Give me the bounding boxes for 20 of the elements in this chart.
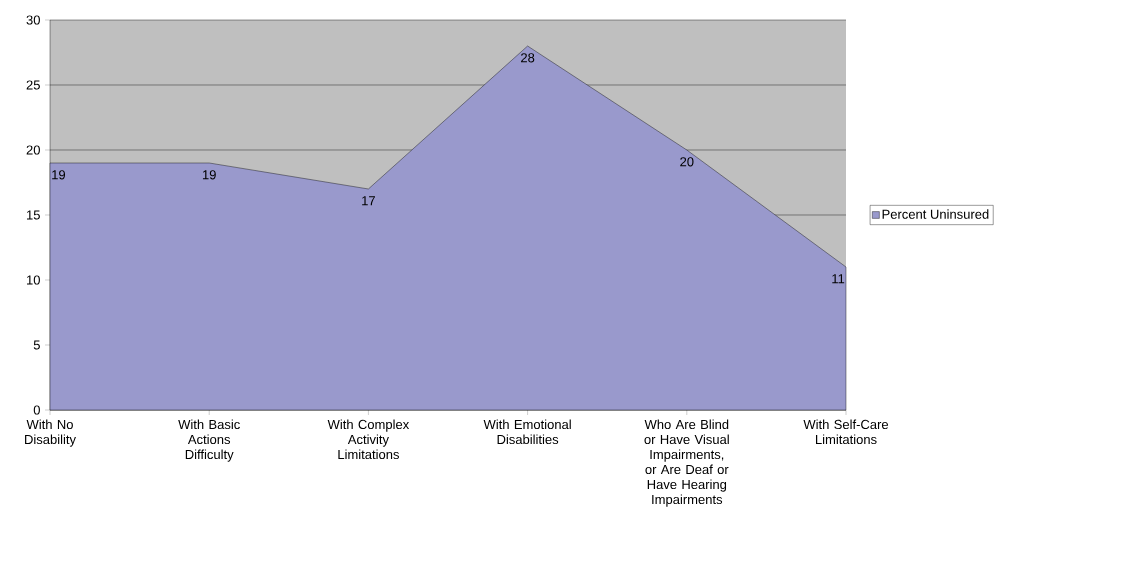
data-label: 28 [521,53,535,63]
data-label: 11 [832,274,845,284]
data-label: 19 [52,170,66,180]
x-tick-label: With Complex Activity Limitations [327,419,410,460]
data-label: 20 [680,157,694,167]
x-tick-label: With No Disability [25,419,76,447]
y-tick-label: 10 [26,275,40,285]
data-label: 17 [362,196,375,206]
y-tick-label: 30 [26,15,40,25]
x-tick-label: With Emotional Disabilities [483,419,571,445]
x-tick-label: With Basic Actions Difficulty [178,419,240,462]
x-tick-label: With Self-Care Limitations [803,419,889,445]
legend-label: Percent Uninsured [882,209,989,219]
y-tick-label: 15 [26,210,40,220]
y-tick-label: 25 [26,80,40,90]
y-tick-label: 20 [26,145,40,155]
data-label: 19 [202,170,216,180]
x-tick-label: Who Are Blind or Have Visual Impairments, or Are Deaf or Have Hearing Impairments [644,419,729,507]
y-tick-label: 0 [33,405,40,415]
y-tick-label: 5 [33,340,40,350]
